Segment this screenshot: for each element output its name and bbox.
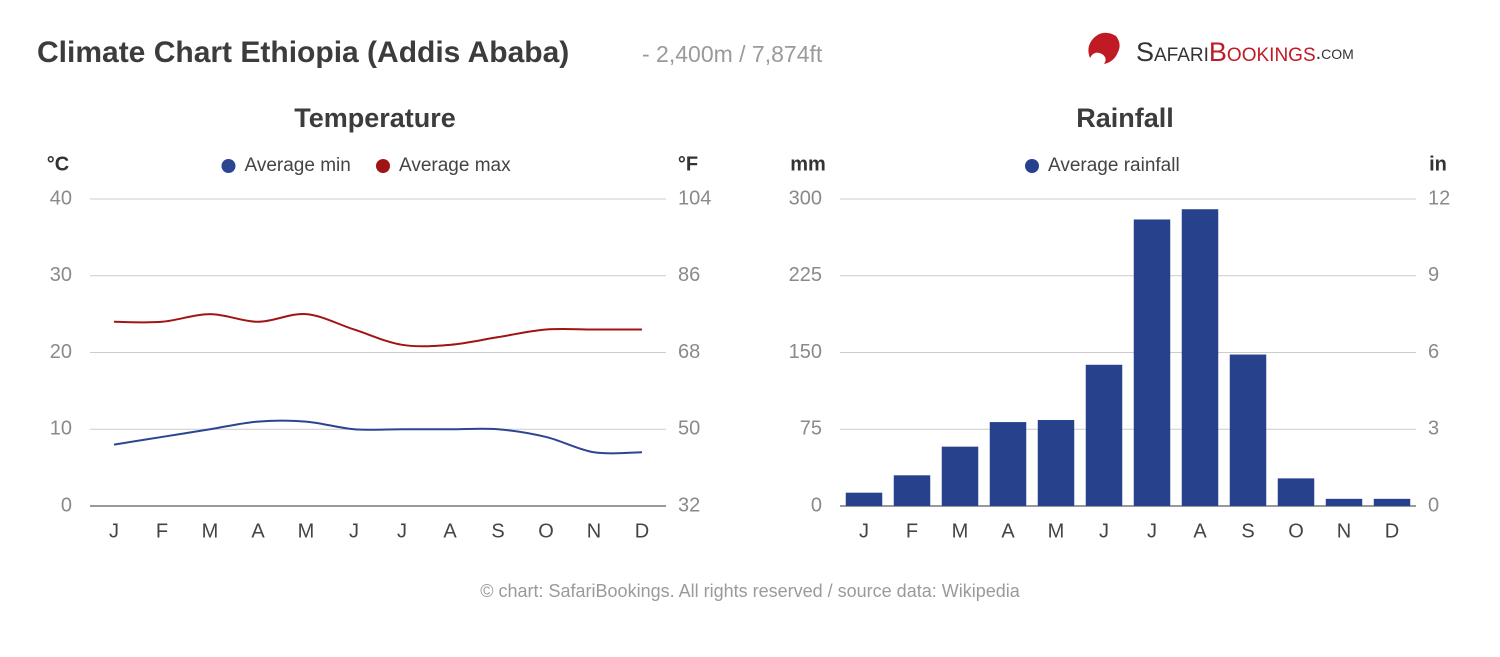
- bar: [893, 475, 931, 506]
- y2-tick-label: 32: [678, 494, 700, 516]
- x-tick-label: F: [906, 520, 918, 542]
- footer: © chart: SafariBookings. All rights rese…: [480, 581, 1020, 601]
- x-tick-label: M: [298, 520, 315, 542]
- bar: [1229, 354, 1267, 506]
- bar: [1181, 209, 1219, 506]
- legend-label: Average rainfall: [1048, 155, 1180, 176]
- bar: [1037, 420, 1075, 506]
- y2-tick-label: 0: [1428, 494, 1439, 516]
- bar: [1325, 498, 1363, 506]
- bar: [941, 446, 979, 506]
- line-series: [113, 313, 642, 348]
- y-tick-label: 0: [811, 494, 822, 516]
- y2-tick-label: 9: [1428, 264, 1439, 286]
- y2-axis-label: °F: [678, 153, 698, 175]
- y-axis-label: °C: [47, 153, 69, 175]
- y-tick-label: 10: [50, 418, 72, 440]
- y-tick-label: 0: [61, 494, 72, 516]
- bar: [1373, 498, 1411, 506]
- y-tick-label: 40: [50, 187, 72, 209]
- y2-tick-label: 12: [1428, 187, 1450, 209]
- x-tick-label: J: [1099, 520, 1109, 542]
- y-tick-label: 30: [50, 264, 72, 286]
- page-title: Climate Chart Ethiopia (Addis Ababa): [37, 36, 569, 69]
- x-tick-label: A: [443, 520, 457, 542]
- x-tick-label: A: [1001, 520, 1015, 542]
- chart-title: Temperature: [294, 103, 456, 133]
- bar: [989, 422, 1027, 506]
- legend-label: Average min: [245, 155, 351, 176]
- x-tick-label: S: [491, 520, 504, 542]
- page-subtitle: - 2,400m / 7,874ft: [642, 41, 823, 67]
- x-tick-label: N: [1337, 520, 1351, 542]
- chart-title: Rainfall: [1076, 103, 1174, 133]
- logo-text: SafariBookings.com: [1136, 37, 1354, 67]
- y-tick-label: 75: [800, 418, 822, 440]
- bar: [845, 492, 883, 506]
- y-tick-label: 300: [789, 187, 822, 209]
- x-tick-label: M: [952, 520, 969, 542]
- bar: [1085, 364, 1123, 506]
- logo: SafariBookings.com: [1088, 32, 1354, 67]
- legend-marker: [376, 159, 390, 173]
- legend-marker: [221, 159, 236, 173]
- y2-axis-label: in: [1429, 153, 1447, 175]
- logo-part: Bookings: [1209, 37, 1316, 67]
- x-tick-label: O: [1288, 520, 1304, 542]
- legend-label: Average max: [399, 155, 511, 176]
- x-tick-label: F: [156, 520, 168, 542]
- y-tick-label: 150: [789, 341, 822, 363]
- y-tick-label: 20: [50, 341, 72, 363]
- x-tick-label: J: [1147, 520, 1157, 542]
- line-series: [113, 419, 643, 455]
- logo-icon: [1088, 32, 1120, 64]
- logo-part: Safari: [1136, 37, 1209, 67]
- bar: [1133, 219, 1171, 506]
- x-tick-label: D: [635, 520, 649, 542]
- x-tick-label: A: [251, 520, 265, 542]
- x-tick-label: S: [1241, 520, 1254, 542]
- bar: [1277, 478, 1315, 506]
- logo-part: .com: [1316, 42, 1354, 64]
- x-tick-label: N: [587, 520, 601, 542]
- y2-tick-label: 50: [678, 418, 700, 440]
- y2-tick-label: 6: [1428, 341, 1439, 363]
- y2-tick-label: 86: [678, 264, 700, 286]
- x-tick-label: D: [1385, 520, 1399, 542]
- x-tick-label: M: [202, 520, 219, 542]
- y-axis-label: mm: [790, 153, 826, 175]
- x-tick-label: J: [397, 520, 407, 542]
- x-tick-label: A: [1193, 520, 1207, 542]
- x-tick-label: J: [859, 520, 869, 542]
- y-tick-label: 225: [789, 264, 822, 286]
- y2-tick-label: 68: [678, 341, 700, 363]
- x-tick-label: J: [109, 520, 119, 542]
- y2-tick-label: 3: [1428, 418, 1439, 440]
- legend-marker: [1025, 159, 1039, 173]
- x-tick-label: O: [538, 520, 554, 542]
- y2-tick-label: 104: [678, 187, 711, 209]
- x-tick-label: J: [349, 520, 359, 542]
- x-tick-label: M: [1048, 520, 1065, 542]
